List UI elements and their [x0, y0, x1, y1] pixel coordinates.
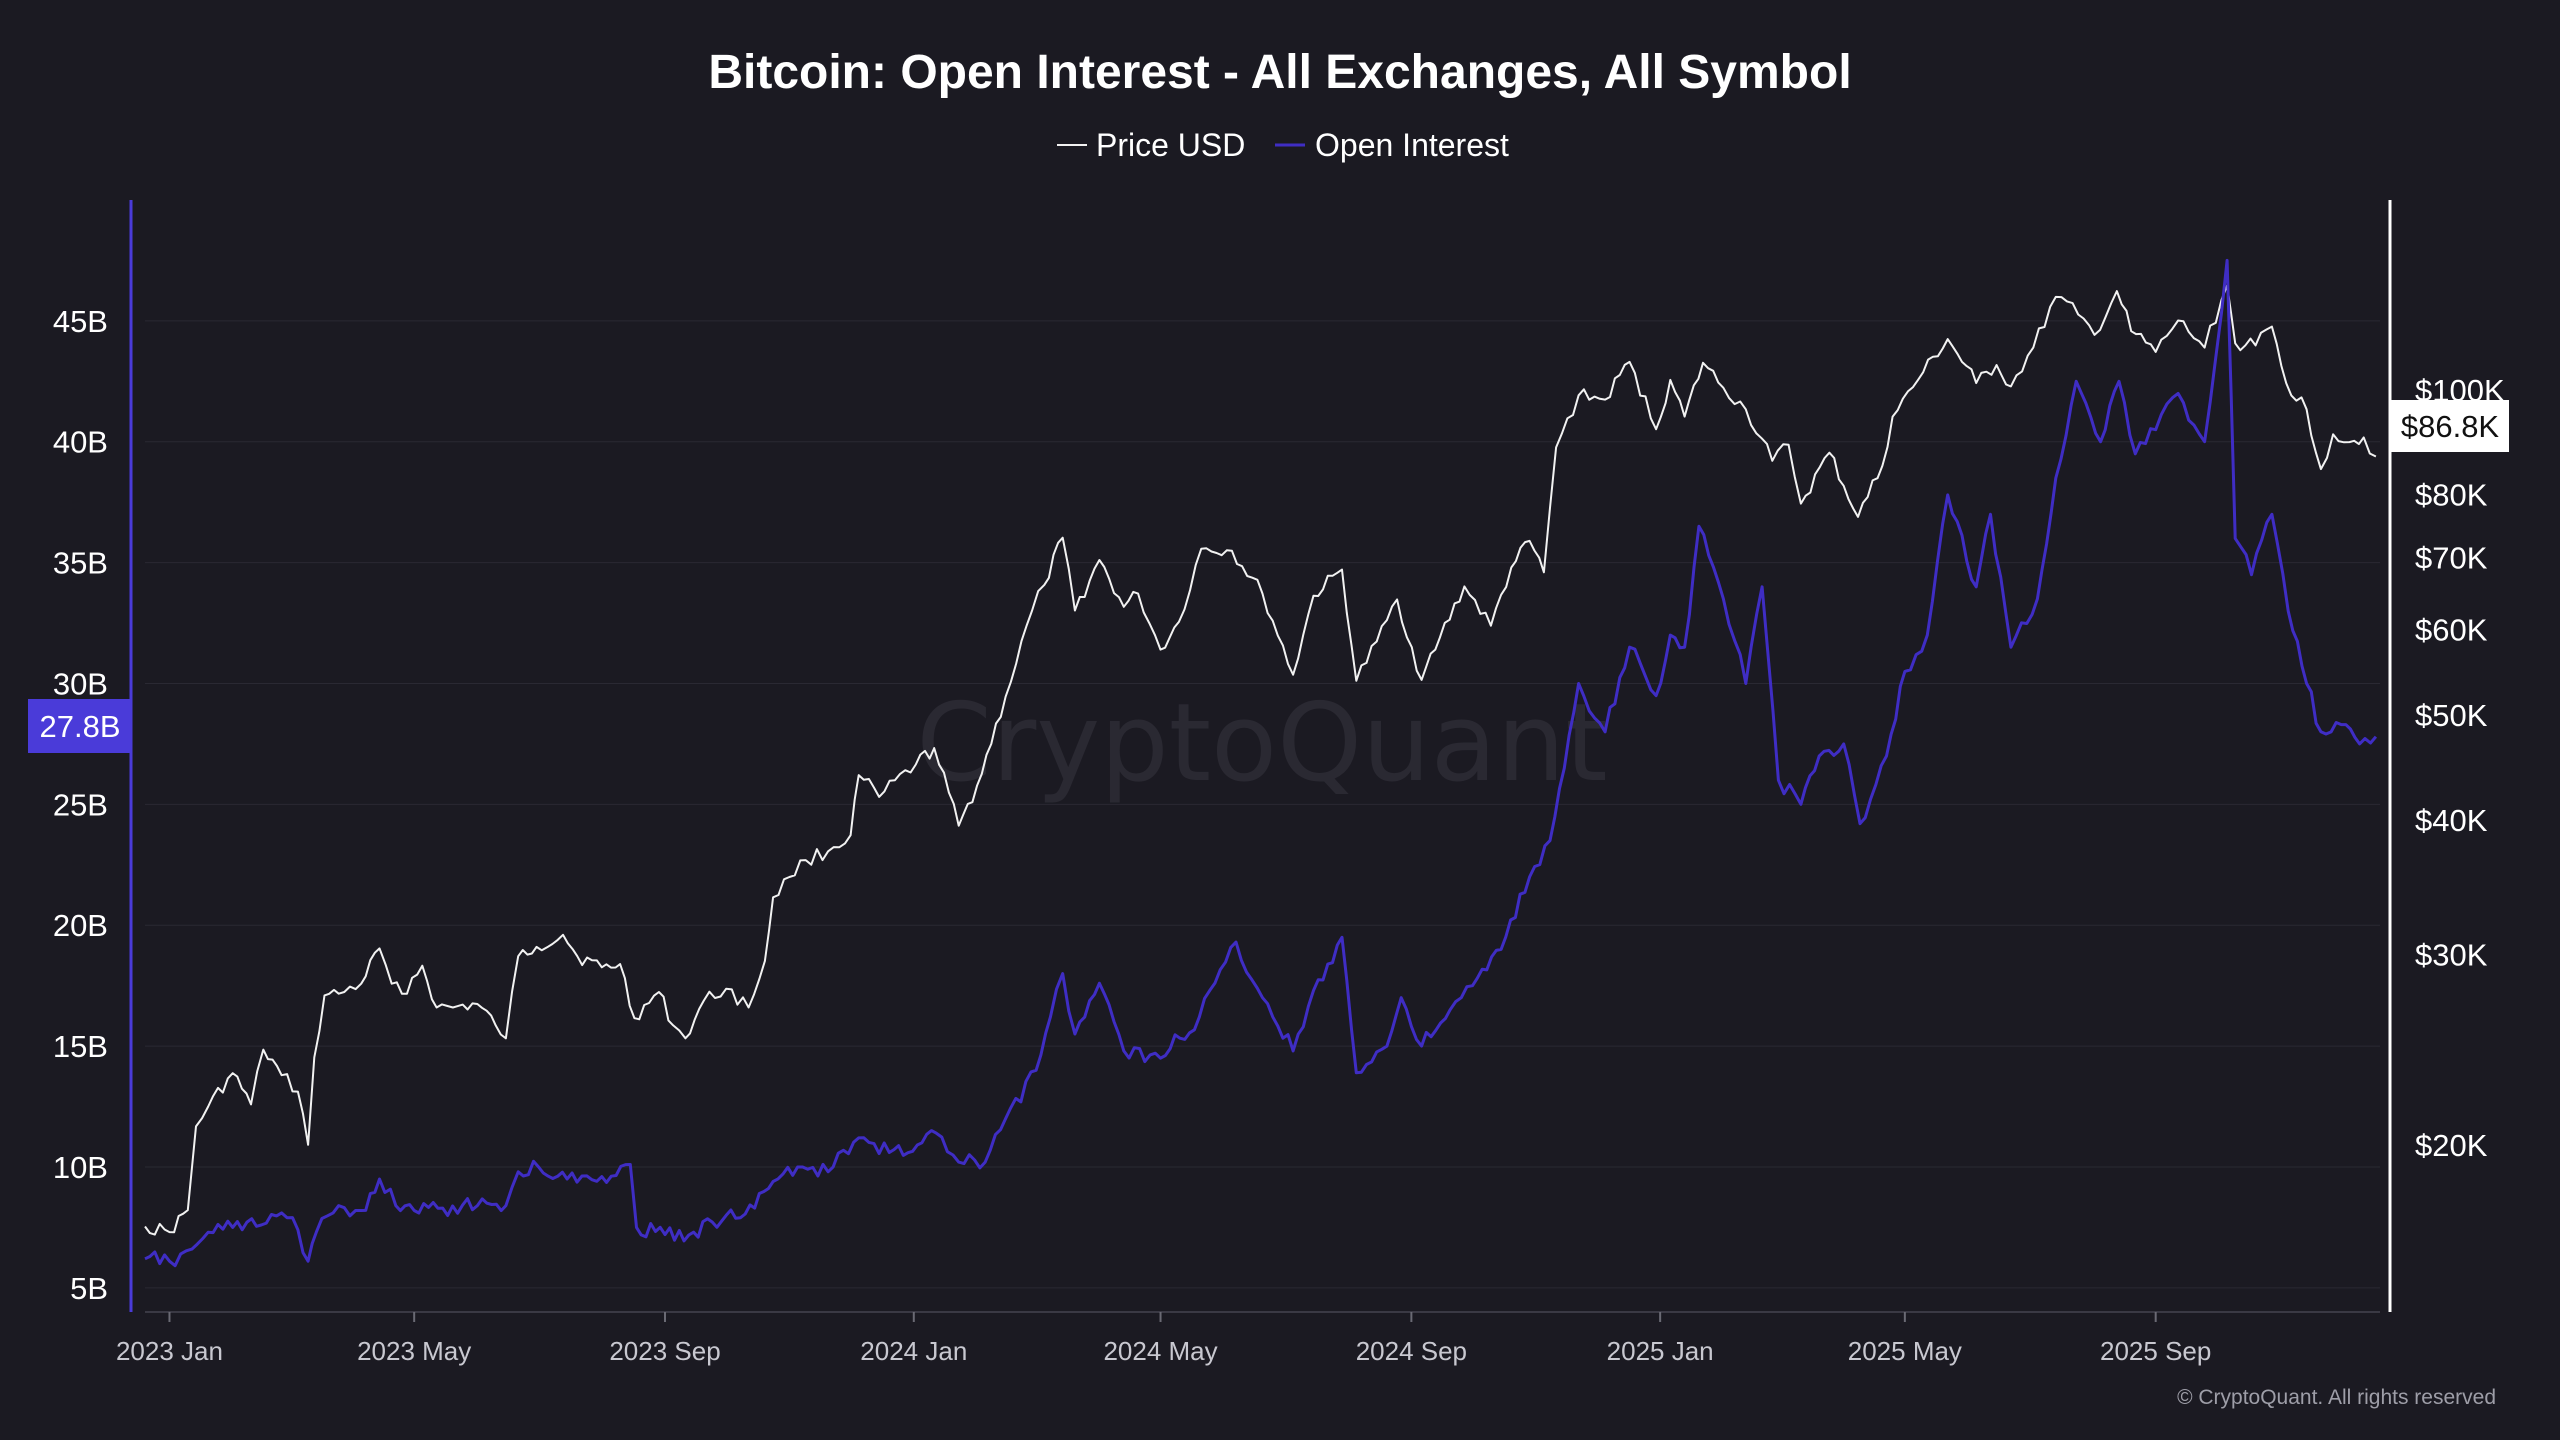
copyright-notice: © CryptoQuant. All rights reserved — [2177, 1386, 2496, 1409]
right-tick-label: $50K — [2415, 698, 2488, 733]
left-tick-label: 20B — [53, 908, 108, 943]
x-tick-label: 2025 Sep — [2100, 1336, 2211, 1366]
chart-title: Bitcoin: Open Interest - All Exchanges, … — [708, 46, 1851, 99]
left-tick-label: 25B — [53, 787, 108, 822]
left-tick-label: 45B — [53, 304, 108, 339]
right-tick-label: $70K — [2415, 540, 2488, 575]
price-last-value-badge: $86.8K — [2391, 400, 2509, 452]
x-tick-label: 2024 Jan — [860, 1336, 967, 1366]
oi-last-value-bg — [28, 699, 131, 753]
price-usd-line — [144, 284, 2377, 1236]
right-tick-label: $20K — [2415, 1128, 2488, 1163]
right-tick-label: $30K — [2415, 938, 2488, 973]
left-axis-ticks: 5B 10B 15B 20B 25B 30B 35B 40B 45B — [53, 304, 108, 1306]
left-tick-label: 5B — [70, 1271, 108, 1306]
legend-label-price: Price USD — [1096, 127, 1245, 163]
oi-last-value-label: 27.8B — [39, 709, 120, 744]
x-tick-label: 2023 May — [357, 1336, 471, 1366]
x-tick-label: 2023 Jan — [116, 1336, 223, 1366]
legend-label-open-interest: Open Interest — [1315, 127, 1509, 163]
open-interest-line — [144, 258, 2378, 1268]
legend: Price USD Open Interest — [1057, 127, 1509, 163]
right-tick-label: $60K — [2415, 613, 2488, 648]
left-tick-label: 10B — [53, 1150, 108, 1185]
left-tick-label: 30B — [53, 666, 108, 701]
legend-item-price[interactable]: Price USD — [1057, 127, 1245, 163]
legend-item-open-interest[interactable]: Open Interest — [1275, 127, 1509, 163]
right-tick-label: $40K — [2415, 803, 2488, 838]
x-axis-ticks: 2023 Jan 2023 May 2023 Sep 2024 Jan 2024 May… — [116, 1312, 2211, 1366]
right-axis-ticks: $20K$30K$40K$50K$60K$70K$80K$100K — [2415, 373, 2505, 1163]
price-last-value-label: $86.8K — [2401, 409, 2500, 444]
right-tick-label: $80K — [2415, 478, 2488, 513]
price-last-value-bg — [2391, 400, 2509, 452]
oi-last-value-badge: 27.8B — [28, 699, 131, 753]
left-tick-label: 35B — [53, 546, 108, 581]
x-tick-label: 2024 May — [1103, 1336, 1217, 1366]
watermark: CryptoQuant — [916, 681, 1607, 806]
left-tick-label: 15B — [53, 1029, 108, 1064]
left-tick-label: 40B — [53, 425, 108, 460]
x-tick-label: 2025 Jan — [1607, 1336, 1714, 1366]
x-tick-label: 2024 Sep — [1356, 1336, 1467, 1366]
x-tick-label: 2023 Sep — [609, 1336, 720, 1366]
grid-lines — [145, 320, 2380, 1289]
x-tick-label: 2025 May — [1848, 1336, 1962, 1366]
